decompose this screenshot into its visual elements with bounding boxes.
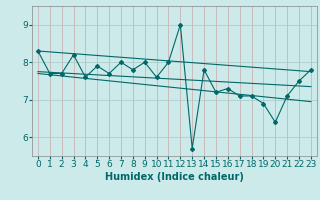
X-axis label: Humidex (Indice chaleur): Humidex (Indice chaleur): [105, 172, 244, 182]
